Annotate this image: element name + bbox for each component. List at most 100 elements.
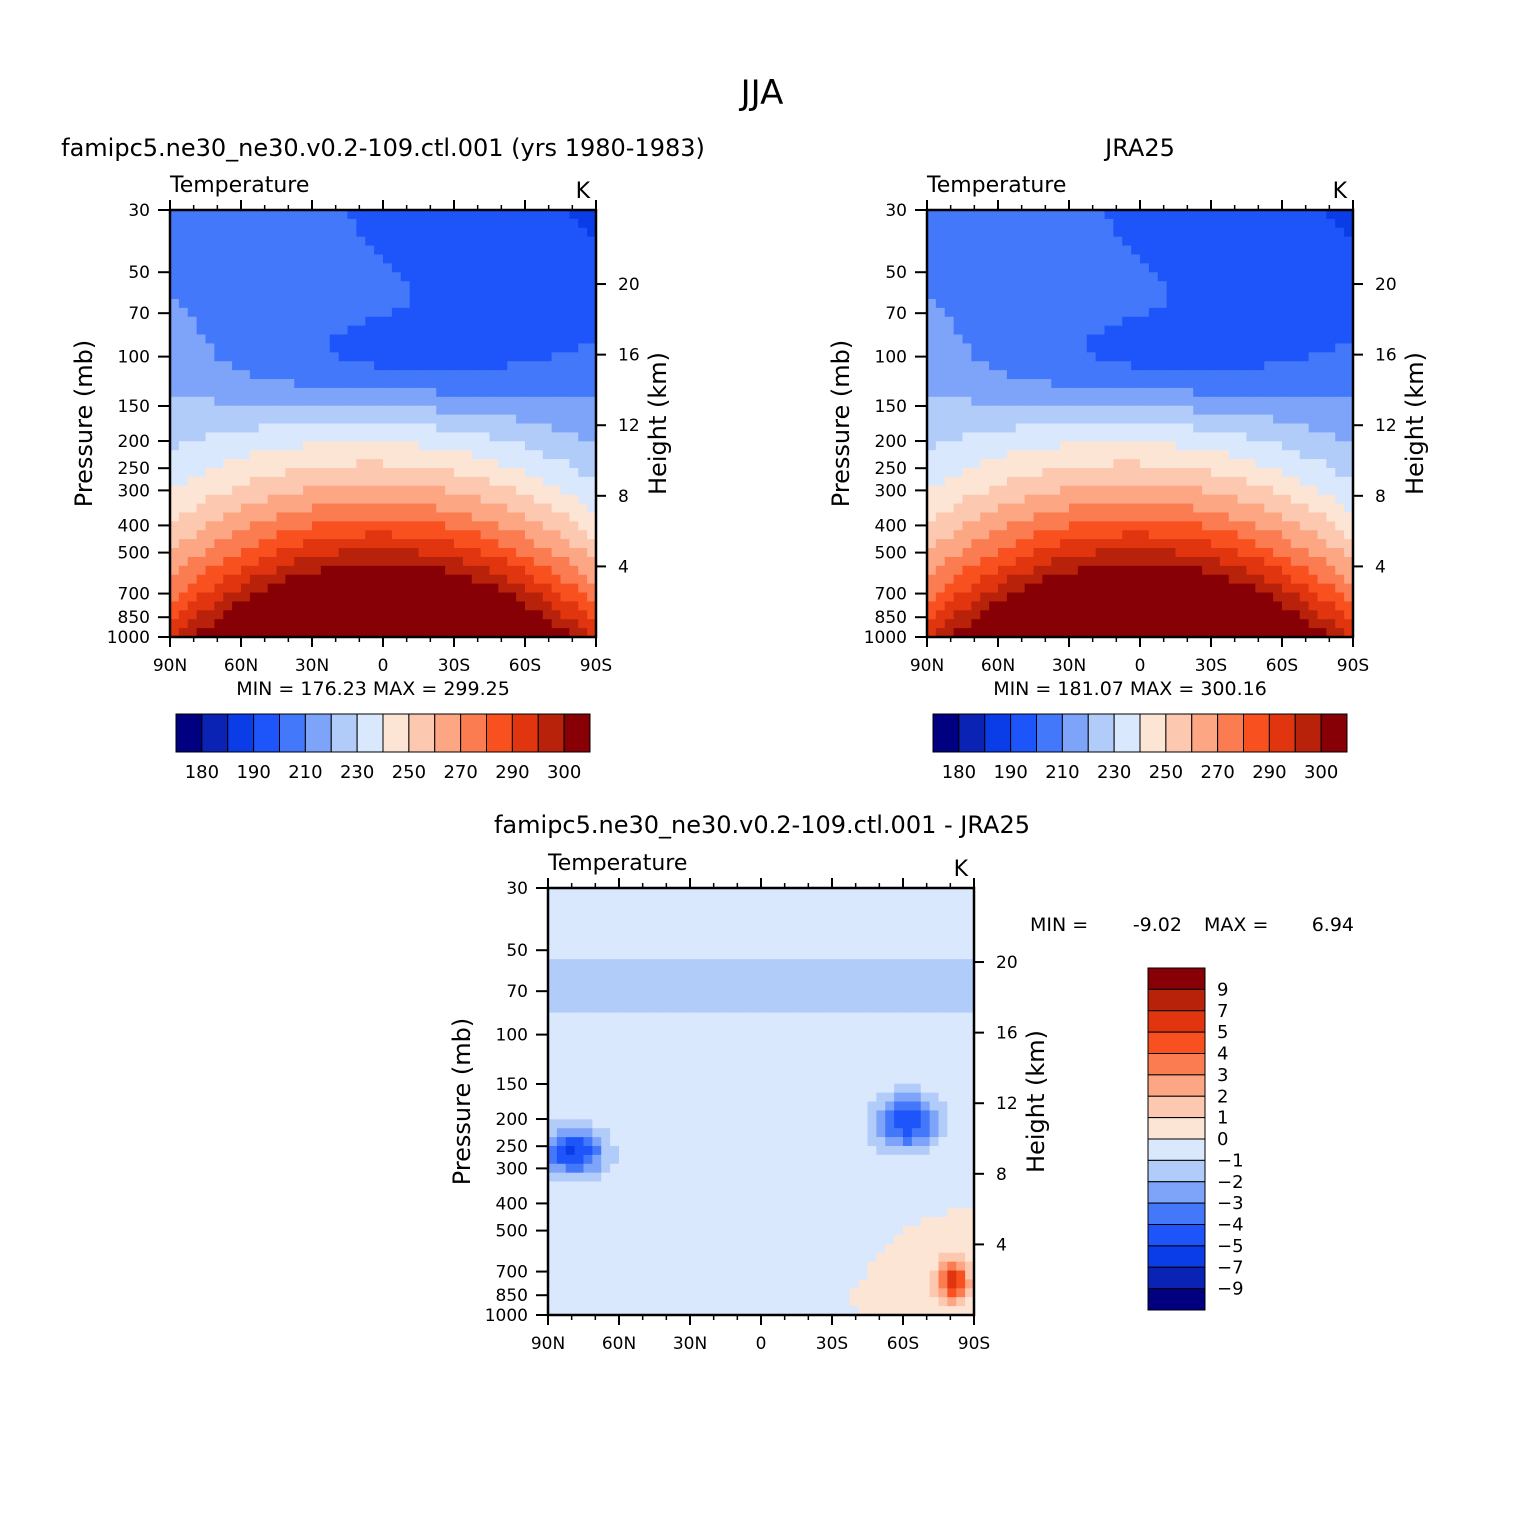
contour-cell bbox=[1255, 218, 1265, 229]
contour-cell bbox=[1344, 432, 1354, 442]
contour-cell bbox=[1335, 210, 1345, 220]
contour-cell bbox=[178, 325, 189, 336]
contour-cell bbox=[294, 450, 304, 460]
contour-cell bbox=[1237, 610, 1248, 620]
contour-cell bbox=[480, 414, 491, 425]
contour-cell bbox=[1095, 218, 1106, 229]
contour-cell bbox=[927, 263, 937, 273]
contour-cell bbox=[1246, 619, 1256, 629]
contour-cell bbox=[507, 503, 517, 514]
contour-cell bbox=[1237, 628, 1248, 638]
contour-cell bbox=[1219, 592, 1230, 603]
contour-cell bbox=[935, 503, 946, 514]
contour-cell bbox=[374, 227, 384, 238]
contour-cell bbox=[1166, 583, 1177, 594]
contour-cell bbox=[1157, 254, 1168, 264]
contour-cell bbox=[276, 210, 286, 220]
contour-cell bbox=[1255, 530, 1265, 540]
contour-cell bbox=[1033, 334, 1043, 345]
contour-cell bbox=[374, 263, 384, 273]
contour-cell bbox=[998, 467, 1008, 478]
contour-cell bbox=[578, 210, 588, 220]
contour-cell bbox=[196, 601, 207, 611]
contour-cell bbox=[1077, 290, 1088, 300]
contour-cell bbox=[962, 601, 972, 611]
contour-cell bbox=[1157, 619, 1168, 629]
contour-cell bbox=[953, 574, 964, 585]
contour-cell bbox=[1184, 236, 1194, 247]
contour-cell bbox=[1255, 352, 1265, 362]
contour-cell bbox=[944, 565, 955, 576]
contour-cell bbox=[427, 539, 437, 549]
contour-cell bbox=[525, 494, 535, 505]
contour-cell bbox=[548, 1154, 558, 1165]
contour-cell bbox=[1308, 539, 1319, 549]
contour-cell bbox=[462, 245, 473, 256]
contour-cell bbox=[1104, 494, 1114, 505]
contour-cell bbox=[1069, 218, 1079, 229]
contour-cell bbox=[560, 370, 570, 380]
contour-cell bbox=[205, 610, 215, 620]
contour-cell bbox=[1113, 227, 1123, 238]
contour-cell bbox=[205, 556, 215, 567]
contour-cell bbox=[1193, 476, 1203, 487]
contour-cell bbox=[980, 281, 990, 291]
contour-cell bbox=[391, 450, 402, 460]
contour-cell bbox=[480, 628, 491, 638]
contour-cell bbox=[489, 565, 499, 576]
contour-cell bbox=[551, 610, 562, 620]
contour-cell bbox=[409, 263, 420, 273]
contour-cell bbox=[962, 298, 972, 309]
contour-cell bbox=[1264, 521, 1274, 531]
contour-cell bbox=[1175, 405, 1185, 416]
contour-cell bbox=[507, 281, 517, 291]
contour-cell bbox=[285, 556, 295, 567]
contour-cell bbox=[507, 592, 517, 603]
contour-cell bbox=[1157, 512, 1168, 522]
contour-cell bbox=[1219, 512, 1230, 522]
contour-cell bbox=[454, 619, 464, 629]
contour-cell bbox=[338, 432, 349, 442]
contour-cell bbox=[400, 290, 411, 300]
contour-cell bbox=[944, 387, 955, 398]
contour-cell bbox=[1060, 530, 1070, 540]
contour-cell bbox=[1060, 423, 1070, 433]
contour-cell bbox=[1317, 370, 1327, 380]
contour-cell bbox=[329, 619, 340, 629]
contour-cell bbox=[1086, 432, 1097, 442]
contour-cell bbox=[1060, 334, 1070, 345]
contour-cell bbox=[1122, 539, 1132, 549]
contour-cell bbox=[971, 467, 981, 478]
contour-cell bbox=[480, 290, 491, 300]
contour-cell bbox=[400, 325, 411, 336]
contour-cell bbox=[1237, 467, 1248, 478]
contour-cell bbox=[1335, 379, 1345, 389]
contour-cell bbox=[935, 441, 946, 451]
contour-cell bbox=[1157, 387, 1168, 398]
contour-cell bbox=[471, 298, 482, 309]
contour-cell bbox=[303, 556, 313, 567]
contour-cell bbox=[1335, 316, 1345, 327]
contour-cell bbox=[374, 494, 384, 505]
contour-cell bbox=[507, 343, 517, 353]
contour-cell bbox=[516, 548, 526, 558]
contour-cell bbox=[374, 628, 384, 638]
contour-cell bbox=[516, 210, 526, 220]
contour-cell bbox=[418, 281, 428, 291]
contour-cell bbox=[1282, 539, 1292, 549]
contour-cell bbox=[223, 432, 233, 442]
contour-cell bbox=[1006, 334, 1017, 345]
contour-cell bbox=[927, 521, 937, 531]
contour-cell bbox=[312, 396, 322, 407]
contour-cell bbox=[556, 1012, 567, 1023]
contour-cell bbox=[1086, 325, 1097, 336]
contour-cell bbox=[1219, 423, 1230, 433]
contour-cell bbox=[1255, 325, 1265, 336]
contour-cell bbox=[560, 459, 570, 469]
contour-cell bbox=[312, 405, 322, 416]
contour-cell bbox=[533, 245, 544, 256]
contour-cell bbox=[365, 583, 375, 594]
contour-cell bbox=[1184, 370, 1194, 380]
contour-cell bbox=[205, 245, 215, 256]
contour-cell bbox=[294, 530, 304, 540]
